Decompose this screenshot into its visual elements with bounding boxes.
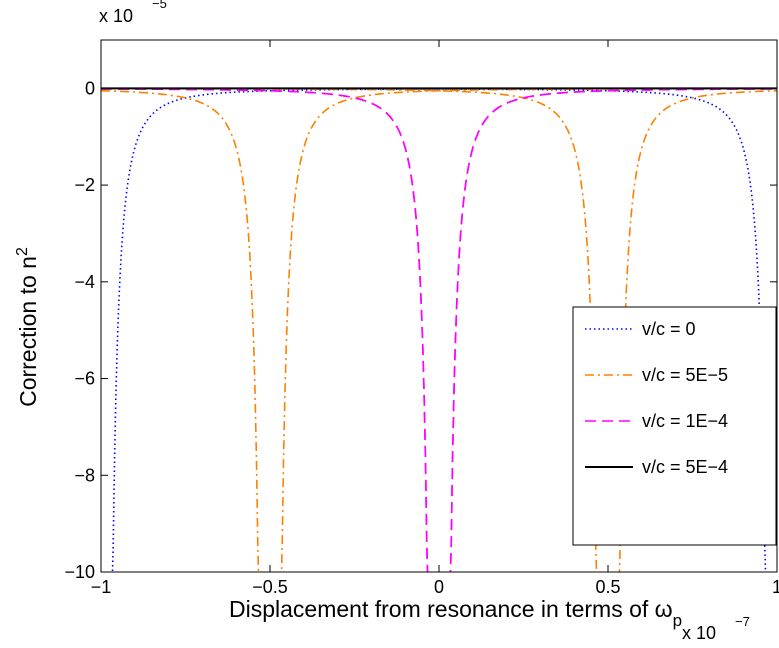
series-line-2-branch-1 bbox=[101, 87, 777, 572]
legend-box bbox=[572, 306, 777, 546]
x-tick-label-3: 0 bbox=[434, 577, 444, 597]
y-tick-label-6: −10 bbox=[64, 562, 95, 582]
x-axis-label: Displacement from resonance in terms of … bbox=[229, 596, 682, 630]
x-tick-label-2: −0.5 bbox=[252, 577, 288, 597]
y-multiplier-base: x 10 bbox=[99, 6, 133, 26]
series-line-3-branch-2 bbox=[101, 88, 777, 572]
y-tick-label-3: −4 bbox=[74, 272, 95, 292]
legend-label-1: v/c = 0 bbox=[642, 319, 696, 339]
y-multiplier-exponent: −5 bbox=[152, 0, 167, 11]
x-tick-label-4: 0.5 bbox=[595, 577, 620, 597]
x-axis-multiplier: x 10 −7 bbox=[682, 614, 750, 643]
y-tick-label-4: −6 bbox=[74, 369, 95, 389]
tick-layer: −1 −0.5 0 0.5 1 0 −2 −4 −6 −8 −10 bbox=[64, 40, 779, 597]
y-tick-label-1: 0 bbox=[85, 78, 95, 98]
x-axis-label-subscript: p bbox=[673, 611, 682, 630]
legend-label-4: v/c = 5E−4 bbox=[642, 457, 728, 477]
legend: v/c = 0 v/c = 5E−5 v/c = 1E−4 v/c = 5E−4 bbox=[572, 306, 777, 546]
x-tick-label-5: 1 bbox=[772, 577, 779, 597]
x-multiplier-exponent: −7 bbox=[735, 614, 750, 629]
x-tick-label-1: −1 bbox=[91, 577, 112, 597]
y-axis-label: Correction to n2 bbox=[14, 247, 41, 407]
y-axis-label-text: Correction to n bbox=[15, 256, 41, 407]
series-layer bbox=[101, 87, 777, 572]
legend-label-3: v/c = 1E−4 bbox=[642, 411, 728, 431]
x-axis-label-text: Displacement from resonance in terms of … bbox=[229, 596, 673, 622]
y-tick-label-5: −8 bbox=[74, 465, 95, 485]
legend-label-2: v/c = 5E−5 bbox=[642, 365, 728, 385]
y-tick-label-2: −2 bbox=[74, 175, 95, 195]
y-axis-multiplier: x 10 −5 bbox=[99, 0, 167, 26]
x-multiplier-base: x 10 bbox=[682, 623, 716, 643]
y-axis-label-superscript: 2 bbox=[14, 247, 31, 256]
